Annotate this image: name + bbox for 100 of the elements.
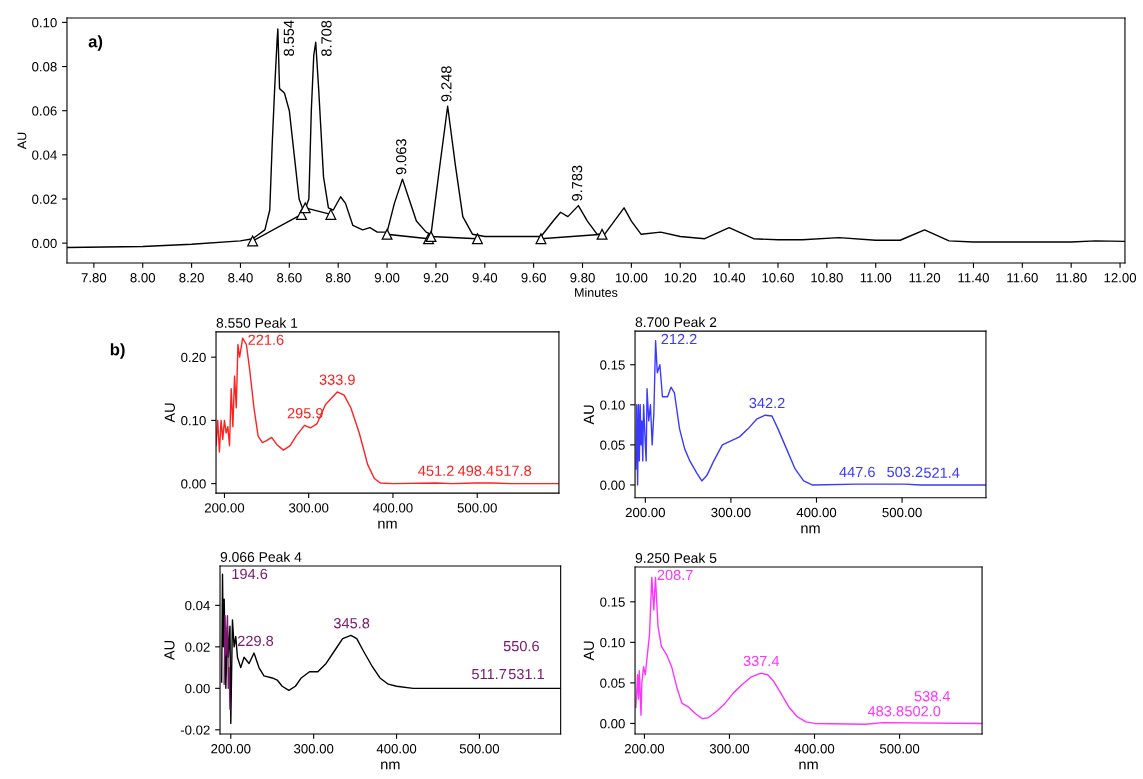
x-tick-label: 11.80 xyxy=(1056,273,1087,283)
annotation: 9.063 xyxy=(396,139,407,175)
annotation: 511.7 xyxy=(472,669,507,680)
x-tick-label: 300.00 xyxy=(294,744,334,754)
x-axis-title: Minutes xyxy=(575,287,618,297)
y-tick-label: 0.02 xyxy=(185,642,210,652)
y-tick-label: 0.00 xyxy=(32,238,57,249)
x-tick-label: 500.00 xyxy=(459,744,500,754)
annotation: 502.0 xyxy=(904,706,941,717)
y-tick-label: 0.00 xyxy=(600,719,625,729)
text: b) xyxy=(110,343,125,359)
x-tick-label: 11.20 xyxy=(909,273,941,283)
annotation: 9.783 xyxy=(571,165,583,201)
y-tick-label: 0.15 xyxy=(600,360,625,370)
annotation: 8.554 xyxy=(283,20,294,56)
x-tick-label: 7.80 xyxy=(81,273,107,283)
x-axis-title: nm xyxy=(381,761,400,770)
y-axis-title: AU xyxy=(164,403,175,423)
x-tick-label: 10.80 xyxy=(811,273,843,283)
x-tick-label: 200.00 xyxy=(624,744,665,754)
x-tick-label: 300.00 xyxy=(289,503,329,513)
annotation: 451.2 xyxy=(418,465,454,476)
x-tick-label: 9.00 xyxy=(374,273,400,283)
x-tick-label: 8.80 xyxy=(325,273,351,283)
annotation: 229.8 xyxy=(237,635,274,647)
chart-title: 9.066 Peak 4 xyxy=(220,551,302,562)
x-axis-title: nm xyxy=(801,525,820,534)
y-tick-label: 0.05 xyxy=(600,678,625,688)
annotation: 538.4 xyxy=(914,691,951,702)
annotation: 333.9 xyxy=(319,374,355,385)
chart-title: 8.700 Peak 2 xyxy=(635,316,717,328)
x-tick-label: 11.60 xyxy=(1007,273,1038,283)
annotation: 212.2 xyxy=(661,333,697,345)
annotation: 483.8 xyxy=(867,706,904,717)
x-tick-label: 8.40 xyxy=(228,273,253,283)
y-tick-label: 0.04 xyxy=(32,150,57,160)
x-tick-label: 200.00 xyxy=(625,507,665,518)
y-axis-title: AU xyxy=(583,641,594,661)
y-tick-label: 0.00 xyxy=(185,683,210,694)
annotation: 208.7 xyxy=(657,569,693,581)
x-tick-label: 10.60 xyxy=(762,273,794,283)
annotation: 550.6 xyxy=(503,640,539,652)
annotation: 337.4 xyxy=(743,655,780,667)
annotation: 531.1 xyxy=(508,668,544,680)
y-tick-label: 0.10 xyxy=(600,400,625,410)
x-tick-label: 9.60 xyxy=(521,273,546,283)
annotation: 498.4 xyxy=(457,465,494,476)
x-tick-label: 12.00 xyxy=(1104,273,1137,283)
x-tick-label: 10.00 xyxy=(615,273,648,283)
x-tick-label: 300.00 xyxy=(711,507,751,518)
x-tick-label: 11.40 xyxy=(958,273,989,283)
y-tick-label: 0.08 xyxy=(32,62,57,72)
annotation: 221.6 xyxy=(248,334,284,345)
annotation: a) xyxy=(88,35,103,51)
y-axis-title: AU xyxy=(17,132,27,150)
x-tick-label: 10.40 xyxy=(713,273,746,283)
x-tick-label: 9.80 xyxy=(570,273,595,283)
x-axis-title: nm xyxy=(799,761,818,770)
y-tick-label: 0.15 xyxy=(600,597,625,607)
x-tick-label: 400.00 xyxy=(796,507,837,518)
y-tick-label: 0.04 xyxy=(185,600,210,611)
annotation: 521.4 xyxy=(923,467,960,478)
y-tick-label: 0.10 xyxy=(600,637,625,648)
x-tick-label: 400.00 xyxy=(376,744,417,754)
y-tick-label: -0.02 xyxy=(180,725,210,735)
y-tick-label: 0.00 xyxy=(600,480,625,490)
x-tick-label: 500.00 xyxy=(882,507,922,518)
x-tick-label: 400.00 xyxy=(373,503,413,513)
y-tick-label: 0.10 xyxy=(181,415,206,426)
y-axis-title: AU xyxy=(164,640,175,661)
x-tick-label: 300.00 xyxy=(709,744,750,754)
x-axis-title: nm xyxy=(378,520,397,529)
y-axis-title: AU xyxy=(583,405,594,425)
x-tick-label: 9.20 xyxy=(423,273,449,283)
y-tick-label: 0.05 xyxy=(600,440,625,450)
y-tick-label: 0.20 xyxy=(181,352,206,363)
chart-title: 8.550 Peak 1 xyxy=(216,317,298,328)
annotation: 447.6 xyxy=(839,466,875,478)
x-tick-label: 8.20 xyxy=(179,273,204,283)
annotation: 345.8 xyxy=(333,618,370,629)
y-tick-label: 0.02 xyxy=(32,194,57,204)
x-tick-label: 11.00 xyxy=(860,273,892,283)
x-tick-label: 500.00 xyxy=(879,744,920,754)
annotation: 194.6 xyxy=(232,568,268,580)
x-tick-label: 8.00 xyxy=(130,273,156,283)
y-tick-label: 0.10 xyxy=(32,17,57,28)
annotation: 503.2 xyxy=(887,466,923,478)
annotation: 517.8 xyxy=(495,465,532,476)
x-tick-label: 8.60 xyxy=(277,273,302,283)
annotation: 342.2 xyxy=(749,397,785,409)
annotation: 9.248 xyxy=(441,66,452,102)
x-tick-label: 200.00 xyxy=(211,744,251,754)
annotation: 8.708 xyxy=(321,20,332,56)
x-tick-label: 500.00 xyxy=(457,503,497,513)
y-tick-label: 0.06 xyxy=(32,106,57,116)
y-tick-label: 0.00 xyxy=(181,479,206,489)
x-tick-label: 200.00 xyxy=(204,503,245,513)
x-tick-label: 10.20 xyxy=(664,273,697,283)
x-tick-label: 400.00 xyxy=(794,744,835,754)
chart-title: 9.250 Peak 5 xyxy=(635,552,717,563)
